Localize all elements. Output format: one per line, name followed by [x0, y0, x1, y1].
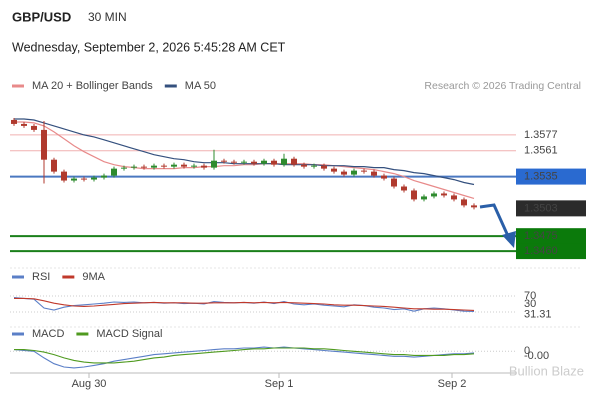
candle-body	[281, 158, 287, 165]
legend-label: MA 50	[185, 80, 216, 92]
candle-body	[21, 123, 27, 126]
candle-body	[401, 186, 407, 191]
candle-body	[241, 161, 247, 163]
candle-body	[461, 199, 467, 206]
candle-body	[221, 160, 227, 162]
candle-body	[171, 164, 177, 167]
candle-body	[151, 165, 157, 168]
candle-body	[91, 177, 97, 180]
candle-body	[71, 178, 77, 181]
date: Wednesday, September 2, 2026 5:45:28 AM …	[12, 40, 286, 54]
level-label: 1.3475	[524, 230, 558, 242]
candle-body	[471, 205, 477, 208]
candle-body	[291, 158, 297, 165]
level-label: 1.3561	[524, 145, 558, 157]
symbol: GBP/USD	[12, 9, 71, 24]
indicator-line	[14, 297, 475, 311]
candle-body	[61, 171, 67, 181]
candle-body	[371, 171, 377, 176]
source: Research © 2026 Trading Central	[424, 80, 581, 92]
candle-body	[251, 161, 257, 164]
candle-body	[311, 165, 317, 167]
last-value-label: -0.00	[524, 350, 549, 362]
candle-body	[331, 168, 337, 172]
candle-body	[101, 175, 107, 178]
candle-body	[421, 196, 427, 200]
level-label: 1.3577	[524, 129, 558, 141]
level-label: 1.3460	[524, 245, 558, 257]
indicator-line	[14, 347, 475, 364]
last-value-label: 31.31	[524, 308, 552, 320]
indicator-line	[13, 346, 475, 369]
candle-body	[131, 166, 137, 168]
candle-body	[31, 125, 37, 130]
level-label: 1.3535	[524, 170, 558, 182]
level-box	[516, 243, 586, 260]
candle-body	[141, 166, 147, 168]
level-label: 1.3503	[524, 202, 558, 214]
x-tick-label: Sep 2	[438, 378, 467, 390]
x-tick-label: Aug 30	[72, 378, 107, 390]
indicator-line	[13, 297, 475, 313]
legend-label: MA 20 + Bollinger Bands	[32, 80, 153, 92]
candle-body	[11, 119, 17, 124]
candle-body	[411, 190, 417, 200]
candle-body	[161, 165, 167, 167]
y-tick-label: 70	[524, 290, 536, 302]
candle-body	[451, 195, 457, 200]
legend-label: MACD	[32, 328, 64, 340]
legend-label: 9MA	[82, 271, 105, 283]
y-tick-label: 30	[524, 298, 536, 310]
candle-body	[301, 164, 307, 167]
moving-average	[14, 121, 475, 199]
candle-body	[321, 165, 327, 169]
candle-body	[261, 160, 267, 164]
y-tick-label: 0	[524, 345, 530, 357]
candle-body	[191, 165, 197, 167]
candle-body	[381, 175, 387, 179]
candle-body	[111, 168, 117, 176]
candle-body	[361, 170, 367, 172]
candle-body	[391, 178, 397, 187]
candle-body	[181, 164, 187, 167]
level-box	[516, 200, 586, 217]
candle-body	[431, 193, 437, 197]
candle-body	[441, 193, 447, 196]
candle-body	[351, 170, 357, 175]
candle-body	[211, 160, 217, 168]
forecast-arrow-head	[502, 231, 516, 248]
candle-body	[41, 129, 47, 160]
candle-body	[121, 167, 127, 169]
level-box	[516, 168, 586, 185]
candle-body	[201, 165, 207, 168]
level-box	[516, 228, 586, 245]
candle-body	[271, 160, 277, 165]
x-tick-label: Sep 1	[265, 378, 294, 390]
legend-label: RSI	[32, 271, 50, 283]
legend-label: MACD Signal	[96, 328, 162, 340]
candle-body	[81, 178, 87, 180]
watermark: Bullion Blaze	[509, 363, 584, 378]
timeframe: 30 MIN	[88, 10, 127, 24]
candle-body	[341, 171, 347, 175]
forecast-arrow	[479, 203, 510, 237]
marks: 1.3577 1.3561 1.3535 1.3503 1.3475 1.3460 Aug …	[10, 80, 586, 390]
candle-body	[231, 161, 237, 163]
candle-body	[51, 159, 57, 172]
